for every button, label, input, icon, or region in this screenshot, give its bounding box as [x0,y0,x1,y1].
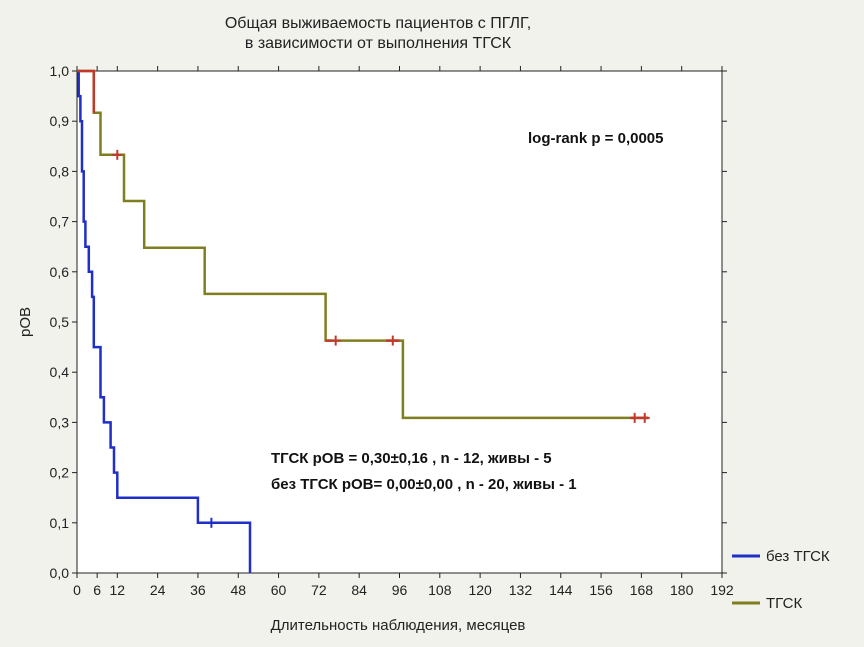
x-tick-label: 12 [110,582,126,598]
series-line-no-tgsk [77,69,252,573]
y-tick-label: 0,5 [50,314,70,330]
y-tick-label: 0,4 [50,364,70,380]
tick-marks [72,66,727,578]
x-tick-labels: 0 6 12 24 36 48 60 72 84 96 108 120 132 144 156 168 180 1… [73,582,734,598]
x-tick-label: 108 [428,582,452,598]
chart-title-line-1: Общая выживаемость пациентов с ПГЛГ, [225,15,531,32]
x-tick-label: 180 [670,582,694,598]
x-tick-label: 84 [351,582,367,598]
y-axis-label: рОВ [17,307,34,337]
y-tick-label: 0,0 [50,565,70,581]
y-tick-label: 0,6 [50,264,70,280]
x-tick-label: 132 [509,582,533,598]
x-tick-label: 192 [710,582,734,598]
x-tick-label: 36 [190,582,206,598]
x-tick-label: 72 [311,582,327,598]
x-tick-label: 0 [73,582,81,598]
y-tick-label: 0,2 [50,465,70,481]
y-tick-labels: 0,0 0,1 0,2 0,3 0,4 0,5 0,6 0,7 0,8 0,9 1,0 [50,63,70,581]
stats-annotation-tgsk: ТГСК рОВ = 0,30±0,16 , n - 12, живы - 5 [271,450,552,467]
censored-segment-tgsk [77,69,96,113]
x-tick-label: 168 [630,582,654,598]
x-tick-label: 48 [230,582,246,598]
legend: без ТГСК ТГСК [732,548,830,612]
series-line-tgsk [77,69,649,420]
x-tick-label: 60 [271,582,287,598]
plot-area [76,70,723,574]
stats-annotation-no-tgsk: без ТГСК рОВ= 0,00±0,00 , n - 20, живы -… [271,476,577,493]
x-tick-label: 6 [93,582,101,598]
y-tick-label: 0,8 [50,163,70,179]
x-tick-label: 24 [150,582,166,598]
legend-label-no-tgsk: без ТГСК [766,548,830,565]
y-tick-label: 1,0 [50,63,70,79]
x-tick-label: 96 [392,582,408,598]
y-tick-label: 0,3 [50,414,70,430]
x-axis-label: Длительность наблюдения, месяцев [271,617,526,634]
logrank-annotation: log-rank p = 0,0005 [528,130,663,147]
y-tick-label: 0,9 [50,113,70,129]
x-tick-label: 144 [549,582,573,598]
x-tick-label: 120 [468,582,492,598]
y-tick-label: 0,1 [50,515,70,531]
x-tick-label: 156 [589,582,613,598]
legend-label-tgsk: ТГСК [766,595,802,612]
chart-title-line-2: в зависимости от выполнения ТГСК [245,35,512,52]
survival-curves [77,69,650,573]
y-tick-label: 0,7 [50,214,70,230]
